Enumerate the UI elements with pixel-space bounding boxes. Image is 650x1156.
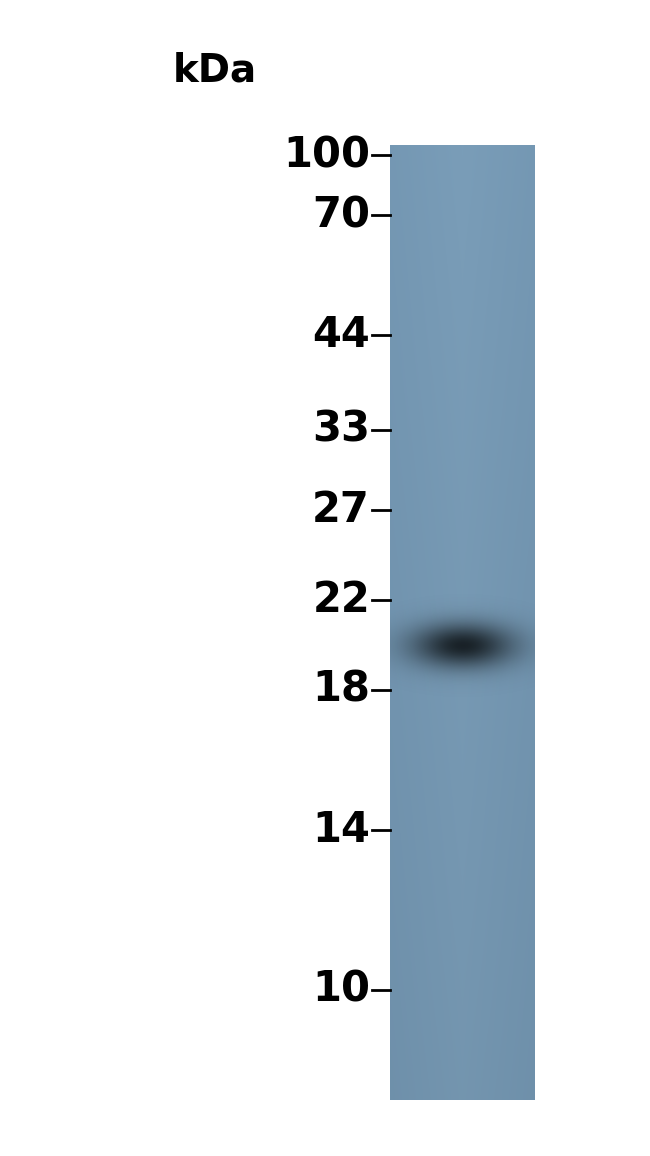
Text: 100: 100 [283,134,370,176]
Text: 44: 44 [312,314,370,356]
Text: 33: 33 [312,409,370,451]
Text: kDa: kDa [173,52,257,90]
Text: 22: 22 [312,579,370,621]
Text: 10: 10 [312,969,370,1012]
Text: 18: 18 [312,669,370,711]
Text: 27: 27 [312,489,370,531]
Text: 70: 70 [312,194,370,236]
Text: 14: 14 [312,809,370,851]
